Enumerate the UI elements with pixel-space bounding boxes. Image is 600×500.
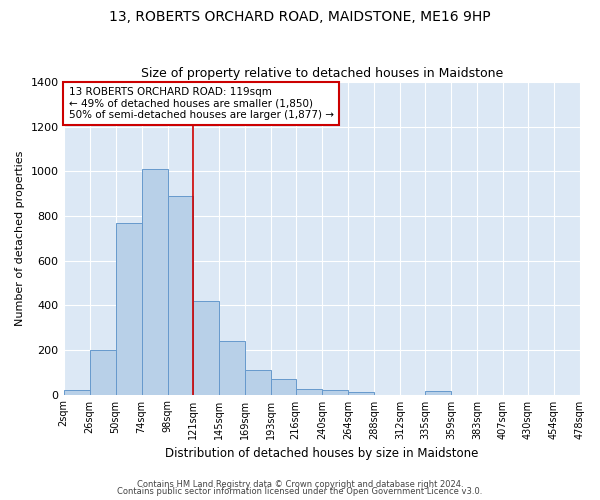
Text: 13 ROBERTS ORCHARD ROAD: 119sqm
← 49% of detached houses are smaller (1,850)
50%: 13 ROBERTS ORCHARD ROAD: 119sqm ← 49% of… (69, 86, 334, 120)
Text: Contains HM Land Registry data © Crown copyright and database right 2024.: Contains HM Land Registry data © Crown c… (137, 480, 463, 489)
Y-axis label: Number of detached properties: Number of detached properties (15, 150, 25, 326)
Bar (168, 196, 193, 394)
Bar (425, 391, 451, 394)
Bar (218, 341, 245, 394)
Bar (64, 390, 89, 394)
Bar (296, 389, 322, 394)
Text: 13, ROBERTS ORCHARD ROAD, MAIDSTONE, ME16 9HP: 13, ROBERTS ORCHARD ROAD, MAIDSTONE, ME1… (109, 10, 491, 24)
Bar (348, 392, 374, 394)
X-axis label: Distribution of detached houses by size in Maidstone: Distribution of detached houses by size … (165, 447, 478, 460)
Text: Contains public sector information licensed under the Open Government Licence v3: Contains public sector information licen… (118, 487, 482, 496)
Bar (142, 169, 168, 394)
Bar (271, 379, 296, 394)
Bar (116, 222, 142, 394)
Bar (245, 370, 271, 394)
Bar (89, 350, 116, 395)
Title: Size of property relative to detached houses in Maidstone: Size of property relative to detached ho… (140, 66, 503, 80)
Bar (322, 390, 348, 394)
Bar (193, 301, 218, 394)
